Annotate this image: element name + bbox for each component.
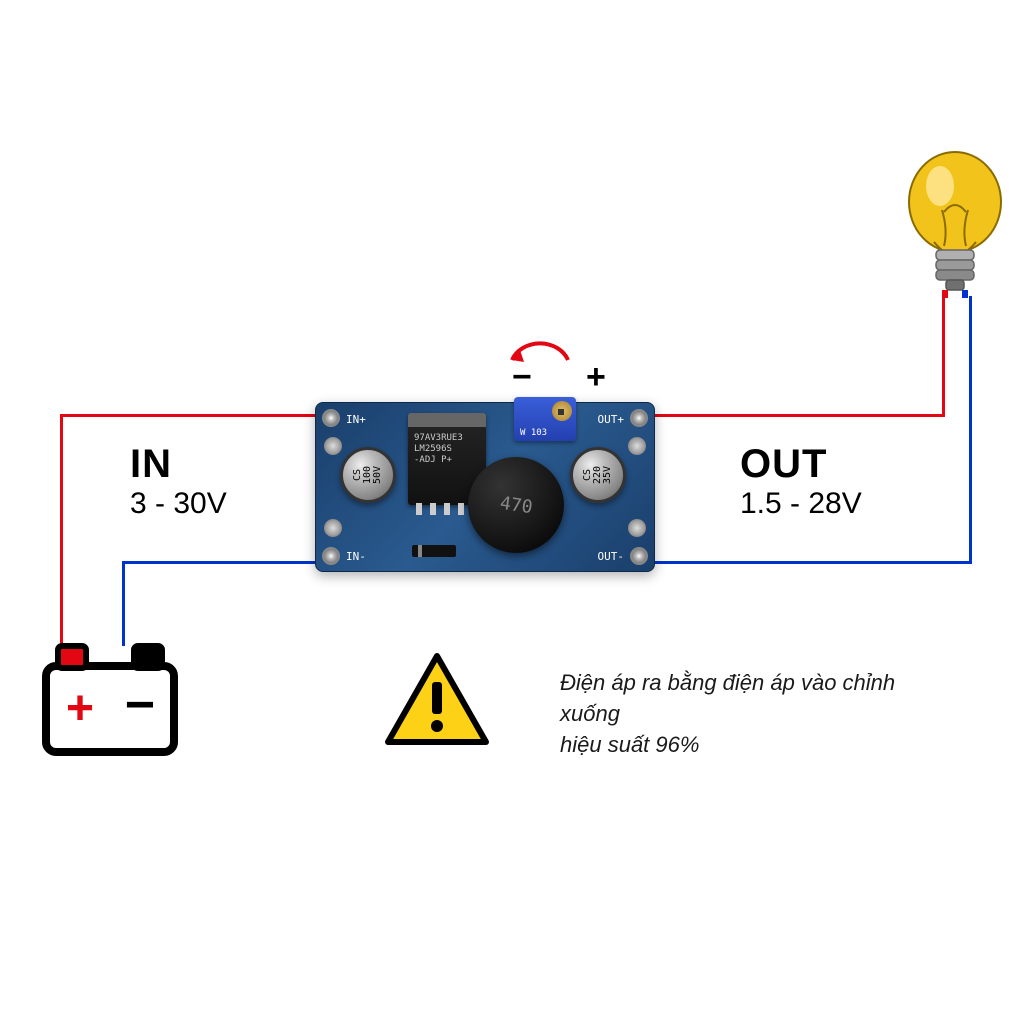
svg-text:−: − [125,676,155,734]
wire-in-negative-h [122,561,315,564]
inductor: 470 [468,457,564,553]
note-line2: hiệu suất 96% [560,730,940,761]
pcb-hole [630,547,648,565]
input-range: 3 - 30V [130,487,227,521]
capacitor-output: CS22035V [570,447,626,503]
wire-out-positive-h [653,414,945,417]
output-title: OUT [740,442,862,487]
capacitor-output-label: CS22035V [583,466,613,484]
diagram-canvas: IN 3 - 30V OUT 1.5 - 28V − + IN+ IN- OUT… [0,0,1024,1024]
wire-in-positive-h [60,414,315,417]
diode [412,545,456,557]
silk-in-plus: IN+ [346,413,366,426]
pad-in-plus [324,437,342,455]
wire-in-positive-v [60,414,63,646]
trimpot-label: W 103 [520,428,547,438]
pad-out-minus [628,519,646,537]
wire-out-negative-v [969,296,972,564]
pcb-hole [630,409,648,427]
capacitor-input: CS10050V [340,447,396,503]
wire-out-negative-h [653,561,972,564]
output-range: 1.5 - 28V [740,487,862,521]
silk-in-minus: IN- [346,550,366,563]
trimpot-minus-label: − [512,358,532,397]
note-text: Điện áp ra bằng điện áp vào chỉnh xuống … [560,668,940,760]
battery-icon: + − [40,640,180,765]
pad-out-plus [628,437,646,455]
buck-converter-pcb: IN+ IN- OUT+ OUT- CS10050V 97AV3RUE3LM25… [315,402,655,572]
pcb-hole [322,547,340,565]
output-label-block: OUT 1.5 - 28V [740,442,862,521]
input-label-block: IN 3 - 30V [130,442,227,521]
trimpot-plus-label: + [586,358,606,397]
capacitor-input-label: CS10050V [353,466,383,484]
pad-in-minus [324,519,342,537]
warning-icon [382,650,492,755]
regulator-text: 97AV3RUE3LM2596S-ADJ P+ [414,433,463,465]
pcb-hole [322,409,340,427]
lightbulb-icon [900,150,1010,315]
trimpot: W 103 [514,397,576,441]
silk-out-plus: OUT+ [598,413,625,426]
inductor-label: 470 [498,492,533,517]
wire-in-negative-v [122,561,125,646]
svg-text:+: + [66,682,94,735]
input-title: IN [130,442,227,487]
note-line1: Điện áp ra bằng điện áp vào chỉnh xuống [560,668,940,730]
silk-out-minus: OUT- [598,550,625,563]
